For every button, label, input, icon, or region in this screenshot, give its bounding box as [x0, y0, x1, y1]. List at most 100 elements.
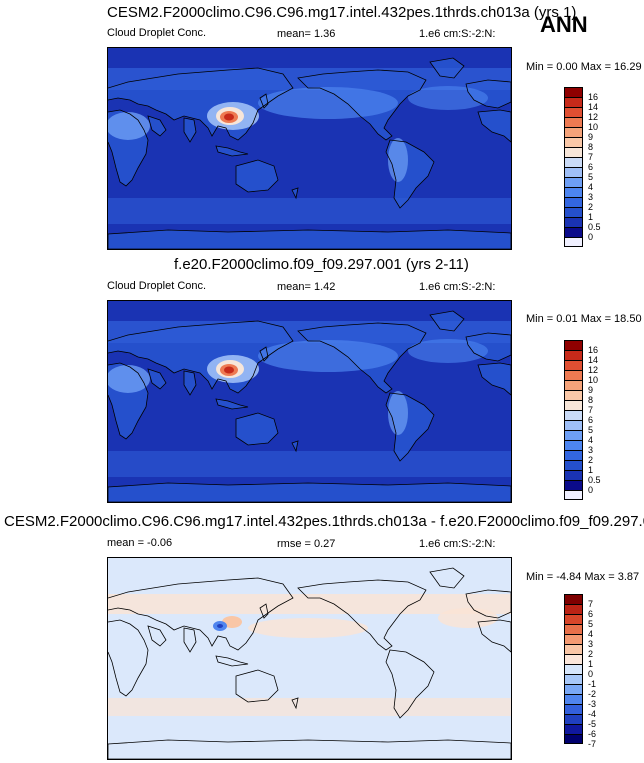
land-fill — [148, 116, 166, 136]
colorbar-tick-label: 12 — [588, 112, 599, 122]
colorbar-tick-label: 0 — [588, 485, 594, 495]
coastline — [465, 589, 511, 619]
panel-1-map-plot — [108, 48, 511, 249]
panel-1-title: CESM2.F2000climo.C96.C96.mg17.intel.432p… — [107, 4, 577, 21]
colorbar-tick-label: 10 — [588, 375, 599, 385]
colorbar-box — [564, 440, 583, 450]
colorbar-box — [564, 197, 583, 207]
colorbar-tick-label: 14 — [588, 102, 599, 112]
panel-1-minmax: Min = 0.00 Max = 16.29 — [526, 61, 642, 73]
coastline — [108, 482, 511, 502]
coastline — [429, 57, 465, 79]
northern-band — [108, 68, 511, 90]
colorbar-box — [564, 450, 583, 460]
colorbar-box — [564, 177, 583, 187]
colorbar-tick-label: 5 — [588, 172, 594, 182]
colorbar-box — [564, 490, 583, 500]
colorbar-box — [564, 167, 583, 177]
coastline — [147, 368, 167, 390]
colorbar-box — [564, 217, 583, 227]
colorbar-tick-label: 9 — [588, 132, 594, 142]
colorbar-tick-label: 7 — [588, 599, 594, 609]
diff-background — [108, 558, 511, 759]
colorbar-tick-label: 2 — [588, 649, 594, 659]
land-fill — [478, 110, 511, 142]
colorbar-tick-label: 9 — [588, 385, 594, 395]
colorbar-tick-label: 7 — [588, 152, 594, 162]
colorbar-tick-label: 1 — [588, 212, 594, 222]
colorbar-box — [564, 734, 583, 744]
east-asia-max — [224, 113, 234, 121]
panel-3-mean-label: mean = -0.06 — [107, 537, 173, 549]
colorbar-box — [564, 604, 583, 614]
land-fill — [184, 371, 196, 395]
coastline — [108, 67, 294, 141]
colorbar-box — [564, 380, 583, 390]
colorbar-box — [564, 97, 583, 107]
coastline — [215, 398, 249, 410]
coastline — [291, 697, 299, 710]
diff-atlantic-patch — [438, 608, 498, 628]
colorbar-tick-label: 1 — [588, 465, 594, 475]
colorbar-box — [564, 410, 583, 420]
coastline — [108, 320, 294, 394]
colorbar-box — [564, 157, 583, 167]
panel-3-minmax: Min = -4.84 Max = 3.87 — [526, 571, 640, 583]
colorbar-box — [564, 694, 583, 704]
panel-2-variable-label: Cloud Droplet Conc. — [107, 280, 207, 292]
pacific-plume — [258, 87, 398, 119]
land-fill — [184, 118, 196, 142]
colorbar-box — [564, 87, 583, 97]
panel-1-units-label: 1.e6 cm:S:-2:N: — [419, 28, 496, 40]
colorbar-tick-label: 4 — [588, 182, 594, 192]
colorbar-tick-label: 5 — [588, 619, 594, 629]
colorbar-tick-label: 2 — [588, 202, 594, 212]
colorbar-tick-label: 8 — [588, 395, 594, 405]
season-label: ANN — [540, 12, 588, 37]
colorbar-box — [564, 480, 583, 490]
colorbar-box — [564, 614, 583, 624]
diff-southern-band — [108, 698, 511, 716]
coastline — [297, 579, 427, 651]
coastline — [297, 69, 427, 141]
colorbar-box — [564, 420, 583, 430]
diff-east-asia-positive — [222, 616, 242, 628]
panel-3-rmse-label: rmse = 0.27 — [277, 538, 336, 550]
colorbar-tick-label: 12 — [588, 365, 599, 375]
south-america-coast-high — [388, 391, 408, 435]
land-fill — [236, 160, 278, 192]
colorbar-tick-label: 8 — [588, 142, 594, 152]
coastline — [477, 619, 511, 653]
colorbar-tick-label: 0 — [588, 232, 594, 242]
colorbar-tick-label: -7 — [588, 739, 597, 749]
coastline — [108, 739, 511, 759]
colorbar-tick-label: -6 — [588, 729, 597, 739]
coastline — [108, 109, 149, 187]
colorbar-tick-label: 1 — [588, 659, 594, 669]
panel-2-map — [107, 300, 512, 503]
colorbar-tick-label: 14 — [588, 355, 599, 365]
colorbar-box — [564, 227, 583, 237]
panel-2-map-plot — [108, 301, 511, 502]
coastline — [385, 649, 435, 719]
colorbar-tick-label: 4 — [588, 629, 594, 639]
colorbar-tick-label: 3 — [588, 192, 594, 202]
colorbar-tick-label: -1 — [588, 679, 597, 689]
colorbar-tick-label: -4 — [588, 709, 597, 719]
colorbar-tick-label: 16 — [588, 345, 599, 355]
coastline — [215, 655, 249, 667]
colorbar-box — [564, 724, 583, 734]
coastline — [183, 627, 197, 653]
colorbar-box — [564, 654, 583, 664]
colorbar-tick-label: 6 — [588, 162, 594, 172]
colorbar-tick-label: 0.5 — [588, 475, 601, 485]
panel-3-map — [107, 557, 512, 760]
land-fill — [148, 369, 166, 389]
colorbar-box — [564, 460, 583, 470]
colorbar-box — [564, 664, 583, 674]
colorbar-box — [564, 187, 583, 197]
colorbar-tick-label: 4 — [588, 435, 594, 445]
colorbar-tick-label: 3 — [588, 639, 594, 649]
colorbar-tick-label: 6 — [588, 609, 594, 619]
africa-coast-high — [108, 365, 150, 393]
